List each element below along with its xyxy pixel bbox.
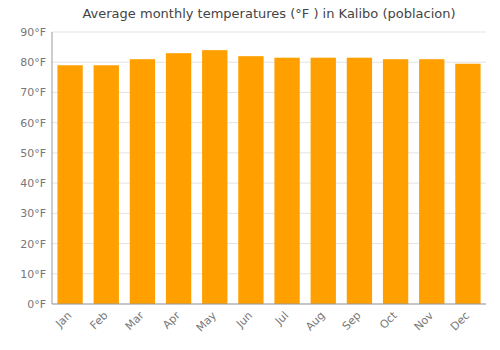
x-tick-label: Jan [52,309,74,331]
bar [419,59,444,304]
y-grid [52,32,486,304]
chart: Average monthly temperatures (°F ) in Ka… [0,0,500,350]
x-tick-label: Sep [340,309,364,333]
x-tick-label: Feb [88,309,111,332]
y-tick-label: 80°F [20,56,46,69]
y-tick-label: 0°F [27,298,46,311]
y-tick-label: 20°F [20,238,46,251]
bar [455,64,480,304]
y-tick-label: 90°F [20,26,46,39]
x-tick-label: Dec [448,309,472,333]
x-tick-label: Nov [412,309,437,334]
bar [311,58,336,304]
bar [383,59,408,304]
x-tick-label: Jul [272,309,291,328]
grid-line [52,32,486,33]
x-tick-label: Apr [160,309,183,332]
bar [130,59,155,304]
y-tick-label: 10°F [20,268,46,281]
x-axis-line [52,304,486,305]
x-tick-label: Mar [123,309,147,333]
bar [57,65,82,304]
x-tick-label: May [194,309,220,335]
bar [94,65,119,304]
y-tick-label: 70°F [20,86,46,99]
bar [202,50,227,304]
y-tick-label: 30°F [20,207,46,220]
bars [57,50,480,304]
bar [274,58,299,304]
x-tick-label: Oct [377,309,400,332]
x-tick-label: Jun [233,309,255,331]
y-tick-label: 40°F [20,177,46,190]
title: Average monthly temperatures (°F ) in Ka… [82,6,455,21]
bar [347,58,372,304]
x-tick-label: Aug [303,309,327,333]
y-tick-label: 50°F [20,147,46,160]
grid-line [52,304,486,305]
chart-container: Average monthly temperatures (°F ) in Ka… [0,0,500,350]
bar [238,56,263,304]
bar [166,53,191,304]
y-tick-label: 60°F [20,117,46,130]
y-axis-line [52,32,53,304]
